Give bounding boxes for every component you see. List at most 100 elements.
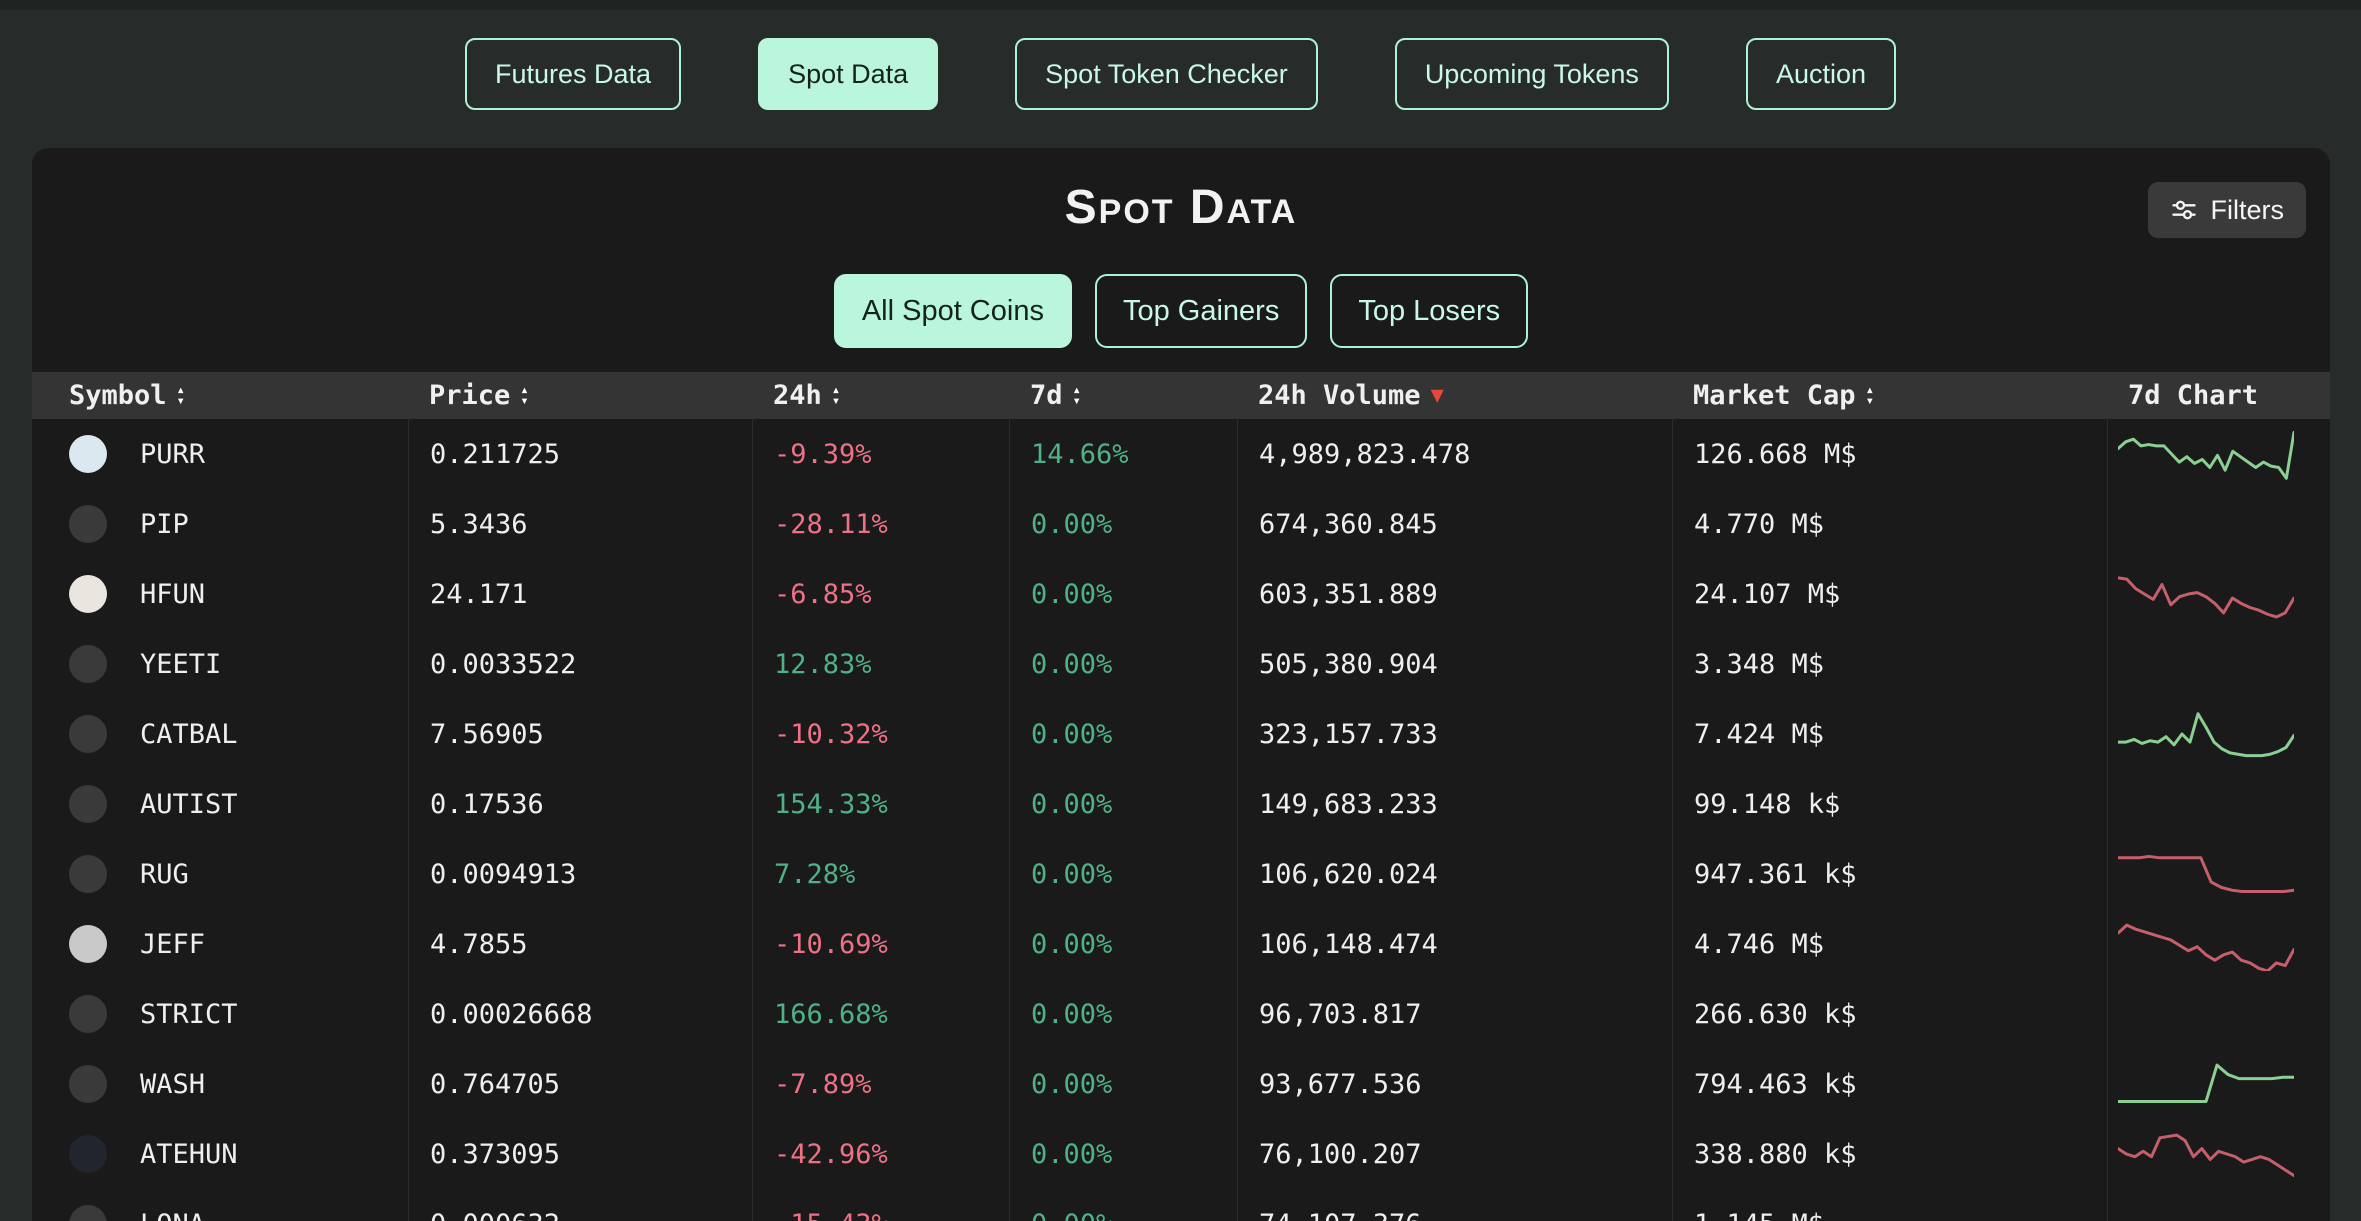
table-row[interactable]: STRICT 0.00026668 166.68% 0.00% 96,703.8… — [32, 979, 2330, 1049]
token-symbol: PIP — [140, 508, 189, 540]
token-symbol: RUG — [140, 858, 189, 890]
token-avatar — [69, 855, 107, 893]
sparkline-cell — [2107, 1119, 2330, 1189]
table-row[interactable]: JEFF 4.7855 -10.69% 0.00% 106,148.474 4.… — [32, 909, 2330, 979]
table-row[interactable]: LQNA 0.000632 -15.43% 0.00% 74,107.376 1… — [32, 1189, 2330, 1221]
column-label: 24h — [773, 380, 822, 411]
table-row[interactable]: HFUN 24.171 -6.85% 0.00% 603,351.889 24.… — [32, 559, 2330, 629]
column-header-price[interactable]: Price ▴ ▾ — [408, 380, 752, 411]
sparkline-cell — [2107, 839, 2330, 909]
filters-button[interactable]: Filters — [2147, 182, 2306, 238]
token-avatar — [69, 1205, 107, 1221]
volume-24h-cell: 74,107.376 — [1237, 1189, 1672, 1221]
volume-24h-cell: 93,677.536 — [1237, 1049, 1672, 1119]
sort-icon[interactable]: ▴ ▾ — [1865, 381, 1874, 409]
table-row[interactable]: PIP 5.3436 -28.11% 0.00% 674,360.845 4.7… — [32, 489, 2330, 559]
token-avatar — [69, 925, 107, 963]
volume-24h-cell: 323,157.733 — [1237, 699, 1672, 769]
token-avatar — [69, 435, 107, 473]
nav-button-spot-token-checker[interactable]: Spot Token Checker — [1015, 38, 1318, 110]
sort-icon-descending-active[interactable]: ▼ — [1430, 382, 1444, 408]
sparkline-7d — [2118, 427, 2294, 481]
market-cap-cell: 1.145 M$ — [1672, 1189, 2107, 1221]
symbol-cell: STRICT — [32, 979, 408, 1049]
tab-top-gainers[interactable]: Top Gainers — [1094, 274, 1308, 348]
volume-24h-cell: 674,360.845 — [1237, 489, 1672, 559]
market-cap-cell: 3.348 M$ — [1672, 629, 2107, 699]
change-24h-cell: -28.11% — [752, 489, 1009, 559]
symbol-cell: LQNA — [32, 1189, 408, 1221]
table-row[interactable]: CATBAL 7.56905 -10.32% 0.00% 323,157.733… — [32, 699, 2330, 769]
volume-24h-cell: 106,148.474 — [1237, 909, 1672, 979]
sort-icon[interactable]: ▴ ▾ — [1072, 381, 1081, 409]
column-header-24h-volume[interactable]: 24h Volume ▼ — [1237, 380, 1672, 411]
sparkline-cell — [2107, 559, 2330, 629]
sparkline-cell — [2107, 629, 2330, 699]
sort-icon[interactable]: ▴ ▾ — [520, 381, 529, 409]
price-cell: 0.0094913 — [408, 839, 752, 909]
column-label: Price — [429, 380, 511, 411]
symbol-cell: HFUN — [32, 559, 408, 629]
column-label: Market Cap — [1693, 380, 1856, 411]
change-24h-cell: -7.89% — [752, 1049, 1009, 1119]
symbol-cell: AUTIST — [32, 769, 408, 839]
column-header-symbol[interactable]: Symbol ▴ ▾ — [32, 380, 408, 411]
column-header-24h[interactable]: 24h ▴ ▾ — [752, 380, 1009, 411]
sparkline-7d — [2118, 567, 2294, 621]
market-cap-cell: 7.424 M$ — [1672, 699, 2107, 769]
price-cell: 24.171 — [408, 559, 752, 629]
symbol-cell: JEFF — [32, 909, 408, 979]
price-cell: 0.17536 — [408, 769, 752, 839]
table-row[interactable]: AUTIST 0.17536 154.33% 0.00% 149,683.233… — [32, 769, 2330, 839]
tab-top-losers[interactable]: Top Losers — [1330, 274, 1529, 348]
symbol-cell: ATEHUN — [32, 1119, 408, 1189]
window-top-strip — [0, 0, 2361, 10]
panel-header: Spot Data Filters — [32, 148, 2330, 258]
token-symbol: HFUN — [140, 578, 206, 610]
sparkline-cell — [2107, 1189, 2330, 1221]
market-cap-cell: 126.668 M$ — [1672, 419, 2107, 489]
symbol-cell: WASH — [32, 1049, 408, 1119]
nav-button-spot-data[interactable]: Spot Data — [758, 38, 939, 110]
sort-icon[interactable]: ▴ ▾ — [176, 381, 185, 409]
change-7d-cell: 0.00% — [1009, 839, 1237, 909]
sort-icon[interactable]: ▴ ▾ — [831, 381, 841, 409]
column-header-market-cap[interactable]: Market Cap ▴ ▾ — [1672, 380, 2107, 411]
nav-button-futures-data[interactable]: Futures Data — [465, 38, 682, 110]
price-cell: 5.3436 — [408, 489, 752, 559]
filters-button-label: Filters — [2210, 194, 2285, 225]
price-cell: 4.7855 — [408, 909, 752, 979]
symbol-cell: YEETI — [32, 629, 408, 699]
volume-24h-cell: 106,620.024 — [1237, 839, 1672, 909]
tab-all-spot-coins[interactable]: All Spot Coins — [833, 274, 1072, 348]
nav-button-upcoming-tokens[interactable]: Upcoming Tokens — [1394, 38, 1669, 110]
token-avatar — [69, 505, 107, 543]
price-cell: 0.000632 — [408, 1189, 752, 1221]
change-24h-cell: -6.85% — [752, 559, 1009, 629]
price-cell: 0.373095 — [408, 1119, 752, 1189]
token-symbol: PURR — [140, 438, 206, 470]
column-label: 7d — [1030, 380, 1063, 411]
spot-table: Symbol ▴ ▾ Price ▴ ▾ 24h ▴ ▾ 7d ▴ ▾ 24h Volume ▼ Marke… — [32, 372, 2330, 1221]
token-avatar — [69, 995, 107, 1033]
sparkline-7d — [2118, 847, 2294, 901]
table-row[interactable]: ATEHUN 0.373095 -42.96% 0.00% 76,100.207… — [32, 1119, 2330, 1189]
market-cap-cell: 99.148 k$ — [1672, 769, 2107, 839]
change-24h-cell: 166.68% — [752, 979, 1009, 1049]
nav-button-auction[interactable]: Auction — [1745, 38, 1896, 110]
table-row[interactable]: WASH 0.764705 -7.89% 0.00% 93,677.536 79… — [32, 1049, 2330, 1119]
table-row[interactable]: PURR 0.211725 -9.39% 14.66% 4,989,823.47… — [32, 419, 2330, 489]
column-header-7d[interactable]: 7d ▴ ▾ — [1009, 380, 1237, 411]
change-7d-cell: 0.00% — [1009, 1189, 1237, 1221]
market-cap-cell: 947.361 k$ — [1672, 839, 2107, 909]
table-row[interactable]: RUG 0.0094913 7.28% 0.00% 106,620.024 94… — [32, 839, 2330, 909]
price-cell: 0.00026668 — [408, 979, 752, 1049]
market-cap-cell: 4.746 M$ — [1672, 909, 2107, 979]
token-symbol: STRICT — [140, 998, 238, 1030]
market-cap-cell: 266.630 k$ — [1672, 979, 2107, 1049]
symbol-cell: PURR — [32, 419, 408, 489]
price-cell: 0.0033522 — [408, 629, 752, 699]
token-symbol: WASH — [140, 1068, 206, 1100]
change-24h-cell: -42.96% — [752, 1119, 1009, 1189]
table-row[interactable]: YEETI 0.0033522 12.83% 0.00% 505,380.904… — [32, 629, 2330, 699]
